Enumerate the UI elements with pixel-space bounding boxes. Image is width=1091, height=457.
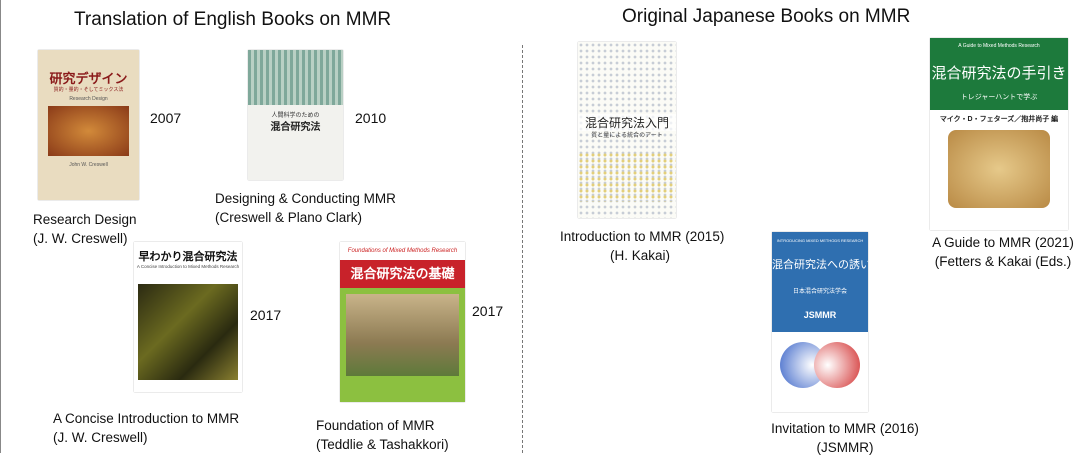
- cover-art: [138, 284, 238, 380]
- cover-text: 質と量による統合のアート: [591, 133, 663, 139]
- caption-line: (J. W. Creswell): [33, 231, 128, 246]
- book-cover: INTRODUCING MIXED METHODS RESEARCH 混合研究法…: [772, 232, 868, 412]
- caption-line: (Teddlie & Tashakkori): [316, 437, 449, 452]
- cover-text: A Concise Introduction to Mixed Methods …: [136, 264, 240, 269]
- caption-line: A Guide to MMR (2021): [932, 235, 1074, 250]
- caption-line: (H. Kakai): [609, 248, 670, 263]
- caption-line: Invitation to MMR (2016): [771, 421, 919, 436]
- caption: Introduction to MMR (2015) (H. Kakai): [560, 227, 725, 265]
- book-cover: 人間科学のための 混合研究法: [248, 50, 343, 180]
- book-cover: 研究デザイン 質的・量的・そしてミックス法 Research Design Jo…: [38, 50, 139, 200]
- border: [0, 0, 1, 453]
- year: 2017: [472, 303, 504, 319]
- cover-art: [948, 130, 1050, 208]
- caption: A Guide to MMR (2021) (Fetters & Kakai (E…: [918, 233, 1088, 271]
- cover-band: [772, 232, 868, 332]
- caption-line: Research Design: [33, 212, 137, 227]
- cover-text: JSMMR: [803, 310, 837, 320]
- book-cover: A Guide to Mixed Methods Research 混合研究法の…: [930, 38, 1068, 230]
- cover-text: A Guide to Mixed Methods Research: [958, 43, 1040, 49]
- section-title: Original Japanese Books on MMR: [622, 6, 911, 27]
- year: 2007: [150, 110, 182, 126]
- cover-text: 人間科学のための: [271, 113, 320, 119]
- cover-title: 混合研究法: [270, 122, 321, 133]
- cover-text: トレジャーハントで学ぶ: [960, 94, 1038, 101]
- cover-title: 混合研究法入門: [578, 114, 676, 131]
- cover-art: [814, 342, 860, 388]
- caption: Research Design (J. W. Creswell): [33, 210, 137, 248]
- cover-band: [930, 38, 1068, 110]
- cover-text: 質的・量的・そしてミックス法: [53, 87, 124, 93]
- cover-text: マイク・D・フェターズ／抱井尚子 編: [939, 116, 1059, 123]
- divider: [522, 45, 523, 453]
- caption-line: A Concise Introduction to MMR: [53, 411, 240, 426]
- cover-art: [48, 106, 129, 156]
- caption: Invitation to MMR (2016) (JSMMR): [755, 419, 935, 457]
- cover-text: INTRODUCING MIXED METHODS RESEARCH: [776, 238, 864, 243]
- book-cover: 混合研究法入門 質と量による統合のアート: [578, 42, 676, 218]
- cover-title: 混合研究法への誘い: [772, 259, 868, 271]
- cover-text: 日本混合研究法学会: [792, 289, 847, 295]
- cover-title: 混合研究法の基礎: [340, 260, 465, 288]
- caption-line: (Creswell & Plano Clark): [215, 210, 363, 225]
- book-cover: Foundations of Mixed Methods Research 混合…: [340, 242, 465, 402]
- caption: Designing & Conducting MMR (Creswell & Pl…: [215, 189, 396, 227]
- cover-art: [346, 294, 459, 376]
- year: 2010: [355, 110, 387, 126]
- section-title: Translation of English Books on MMR: [74, 9, 392, 30]
- cover-art: [578, 152, 676, 202]
- cover-text: Research Design: [69, 96, 108, 102]
- caption-line: (Fetters & Kakai (Eds.): [934, 254, 1072, 269]
- caption: Foundation of MMR (Teddlie & Tashakkori): [316, 416, 449, 454]
- year: 2017: [250, 307, 282, 323]
- caption-line: (J. W. Creswell): [53, 430, 148, 445]
- book-cover: 早わかり混合研究法 A Concise Introduction to Mixe…: [134, 242, 242, 392]
- cover-art: [248, 50, 343, 105]
- cover-text: Foundations of Mixed Methods Research: [340, 242, 465, 260]
- cover-title: 早わかり混合研究法: [138, 251, 238, 263]
- caption-line: (JSMMR): [816, 440, 874, 455]
- cover-text: John W. Creswell: [69, 162, 108, 168]
- caption-line: Designing & Conducting MMR: [215, 191, 396, 206]
- cover-title: 混合研究法の手引き: [931, 65, 1067, 82]
- caption: A Concise Introduction to MMR (J. W. Cres…: [53, 409, 239, 447]
- caption-line: Foundation of MMR: [316, 418, 435, 433]
- caption-line: Introduction to MMR (2015): [560, 229, 725, 244]
- cover-title: 研究デザイン: [49, 71, 128, 86]
